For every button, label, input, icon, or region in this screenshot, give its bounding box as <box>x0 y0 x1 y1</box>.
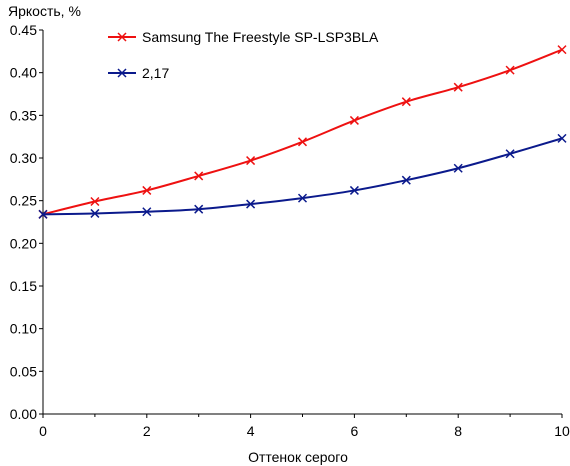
data-point-marker <box>246 156 256 166</box>
x-axis-label: Оттенок серого <box>248 449 348 465</box>
legend-label: Samsung The Freestyle SP-LSP3BLA <box>142 29 379 45</box>
x-tick-label: 6 <box>351 423 359 439</box>
data-point-marker <box>246 199 256 209</box>
y-tick-label: 0.15 <box>10 278 37 294</box>
legend-marker <box>117 32 127 42</box>
legend-marker <box>117 68 127 78</box>
legend: Samsung The Freestyle SP-LSP3BLA 2,17 <box>108 29 379 81</box>
x-tick-label: 0 <box>39 423 47 439</box>
data-point-marker <box>142 207 152 217</box>
y-tick-label: 0.00 <box>10 406 37 422</box>
x-tick-label: 4 <box>247 423 255 439</box>
data-point-marker <box>194 171 204 181</box>
data-point-marker <box>349 185 359 195</box>
data-point-marker <box>401 97 411 107</box>
data-point-marker <box>90 196 100 207</box>
data-point-marker <box>142 185 152 195</box>
data-point-marker <box>557 45 567 55</box>
y-tick-label: 0.45 <box>10 22 37 38</box>
data-point-marker <box>505 65 515 75</box>
y-tick-label: 0.10 <box>10 321 37 337</box>
x-tick-label: 10 <box>554 423 570 439</box>
data-point-marker <box>297 193 308 203</box>
y-tick-label: 0.05 <box>10 363 37 379</box>
y-tick-label: 0.40 <box>10 65 37 81</box>
axes: 0.00 0.05 0.10 0.15 0.20 0.25 0.30 0.35 0.40 0.45… <box>10 22 570 439</box>
legend-label: 2,17 <box>142 65 169 81</box>
series-0 <box>38 45 567 219</box>
series-layer <box>38 45 567 219</box>
data-point-marker <box>453 163 463 173</box>
data-point-marker <box>349 115 359 125</box>
y-tick-label: 0.25 <box>10 193 37 209</box>
data-point-marker <box>453 82 463 92</box>
x-tick-label: 2 <box>143 423 151 439</box>
legend-item: 2,17 <box>108 65 169 81</box>
legend-item: Samsung The Freestyle SP-LSP3BLA <box>108 29 379 45</box>
series-1 <box>38 133 567 219</box>
y-tick-label: 0.35 <box>10 107 37 123</box>
y-tick-label: 0.20 <box>10 235 37 251</box>
data-point-marker <box>557 133 567 143</box>
data-point-marker <box>297 137 308 147</box>
data-point-marker <box>38 209 48 219</box>
y-axis-label: Яркость, % <box>8 3 81 19</box>
series-line <box>42 137 563 216</box>
data-point-marker <box>401 175 411 185</box>
y-tick-label: 0.30 <box>10 150 37 166</box>
data-point-marker <box>505 149 515 159</box>
data-point-marker <box>90 208 100 218</box>
x-tick-label: 8 <box>454 423 462 439</box>
data-point-marker <box>194 204 204 214</box>
